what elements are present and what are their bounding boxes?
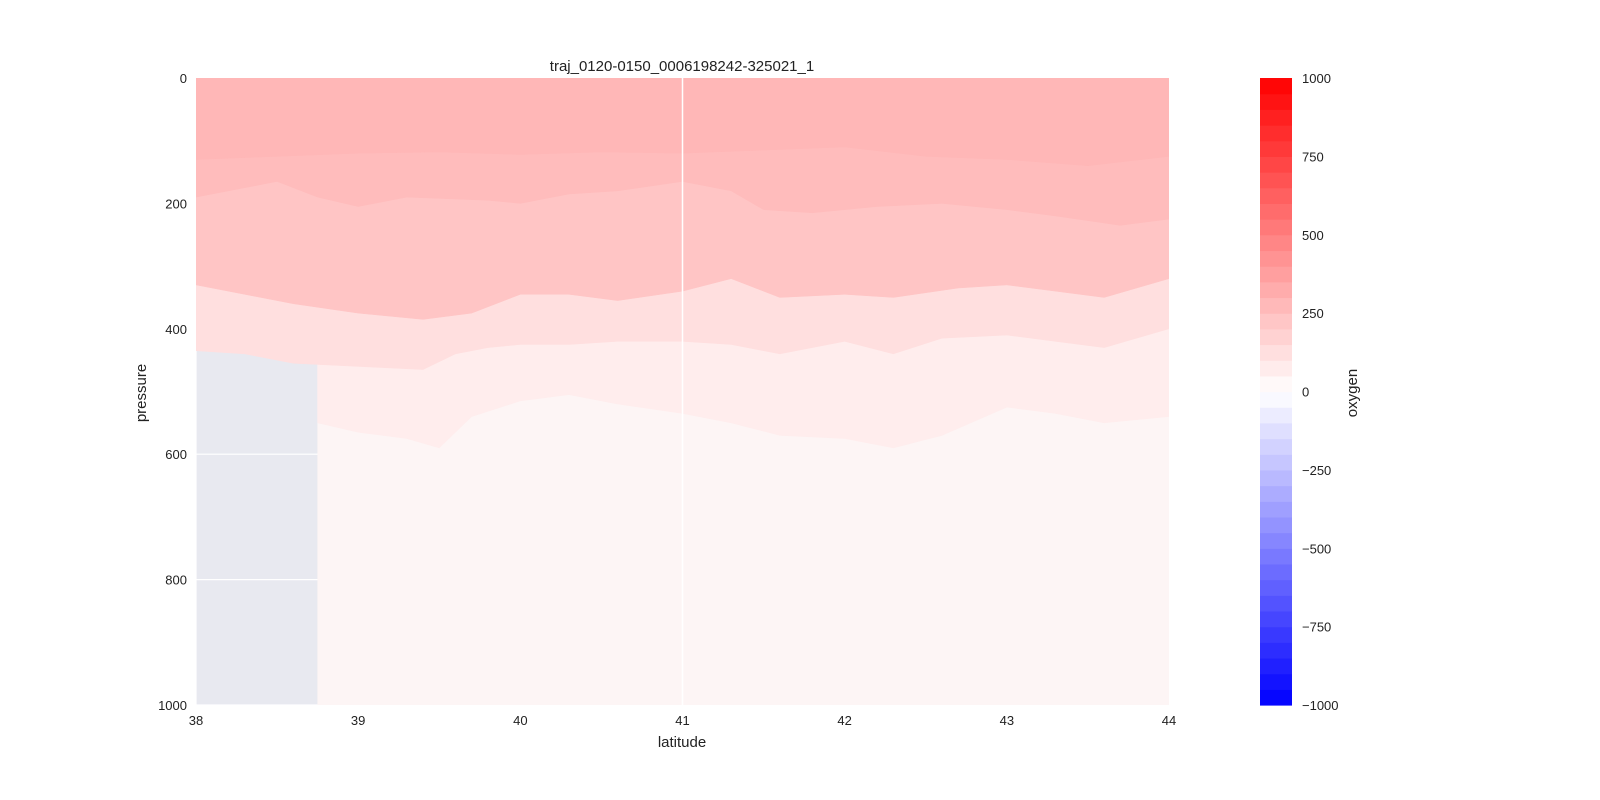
y-axis-label: pressure xyxy=(133,364,150,422)
colorbar-segment xyxy=(1260,344,1292,361)
colorbar-segment xyxy=(1260,548,1292,565)
colorbar-segment xyxy=(1260,485,1292,502)
colorbar-segment xyxy=(1260,203,1292,220)
colorbar-segment xyxy=(1260,328,1292,346)
colorbar-segment xyxy=(1260,156,1292,173)
y-axis-ticks: 0 200 400 600 800 1000 xyxy=(158,71,187,713)
colorbar-segment xyxy=(1260,516,1292,534)
colorbar-segment xyxy=(1260,532,1292,549)
x-tick-label: 41 xyxy=(675,713,689,728)
y-tick-label: 400 xyxy=(165,322,187,337)
x-tick-label: 44 xyxy=(1162,713,1176,728)
colorbar-segment xyxy=(1260,93,1292,110)
x-tick-label: 39 xyxy=(351,713,365,728)
colorbar-label: oxygen xyxy=(1344,369,1361,417)
colorbar-segment xyxy=(1260,360,1292,377)
colorbar-segment xyxy=(1260,454,1292,471)
x-axis-ticks: 38 39 40 41 42 43 44 xyxy=(189,713,1176,728)
colorbar-segment xyxy=(1260,297,1292,314)
colorbar-segment xyxy=(1260,172,1292,189)
colorbar-segment xyxy=(1260,266,1292,283)
x-tick-label: 40 xyxy=(513,713,527,728)
colorbar-segment xyxy=(1260,219,1292,236)
colorbar-segment xyxy=(1260,642,1292,659)
colorbar-segment xyxy=(1260,673,1292,690)
colorbar-segment xyxy=(1260,407,1292,424)
colorbar-segment xyxy=(1260,610,1292,628)
colorbar-tick-label: 1000 xyxy=(1302,71,1331,86)
x-tick-label: 43 xyxy=(1000,713,1014,728)
y-tick-label: 600 xyxy=(165,447,187,462)
colorbar-segment xyxy=(1260,657,1292,675)
colorbar-segment xyxy=(1260,375,1292,393)
x-tick-label: 42 xyxy=(837,713,851,728)
colorbar-segment xyxy=(1260,313,1292,330)
colorbar-segment xyxy=(1260,281,1292,299)
colorbar-tick-label: −500 xyxy=(1302,541,1331,556)
colorbar-ticks: 1000 750 500 250 0 −250 −500 −750 −1000 xyxy=(1302,71,1339,713)
colorbar-segment xyxy=(1260,422,1292,440)
colorbar-tick-label: 250 xyxy=(1302,306,1324,321)
colorbar-segment xyxy=(1260,109,1292,126)
colorbar-tick-label: 500 xyxy=(1302,228,1324,243)
colorbar-tick-label: 750 xyxy=(1302,149,1324,164)
chart-title: traj_0120-0150_0006198242-325021_1 xyxy=(550,58,814,75)
colorbar-tick-label: −250 xyxy=(1302,463,1331,478)
colorbar-segment xyxy=(1260,563,1292,581)
colorbar xyxy=(1260,78,1292,706)
x-tick-label: 38 xyxy=(189,713,203,728)
y-tick-label: 1000 xyxy=(158,698,187,713)
y-tick-label: 0 xyxy=(180,71,187,86)
colorbar-segment xyxy=(1260,234,1292,252)
colorbar-segment xyxy=(1260,438,1292,455)
colorbar-segment xyxy=(1260,250,1292,267)
x-axis-label: latitude xyxy=(658,734,706,751)
colorbar-segment xyxy=(1260,626,1292,643)
colorbar-segment xyxy=(1260,78,1292,95)
colorbar-segment xyxy=(1260,579,1292,596)
colorbar-segment xyxy=(1260,469,1292,487)
colorbar-segment xyxy=(1260,595,1292,612)
colorbar-segment xyxy=(1260,140,1292,157)
colorbar-segment xyxy=(1260,125,1292,142)
y-tick-label: 800 xyxy=(165,573,187,588)
colorbar-tick-label: −750 xyxy=(1302,620,1331,635)
colorbar-segment xyxy=(1260,187,1292,204)
colorbar-tick-label: −1000 xyxy=(1302,698,1339,713)
colorbar-tick-label: 0 xyxy=(1302,385,1309,400)
y-tick-label: 200 xyxy=(165,196,187,211)
colorbar-segment xyxy=(1260,391,1292,408)
colorbar-segment xyxy=(1260,689,1292,706)
colorbar-segment xyxy=(1260,501,1292,518)
